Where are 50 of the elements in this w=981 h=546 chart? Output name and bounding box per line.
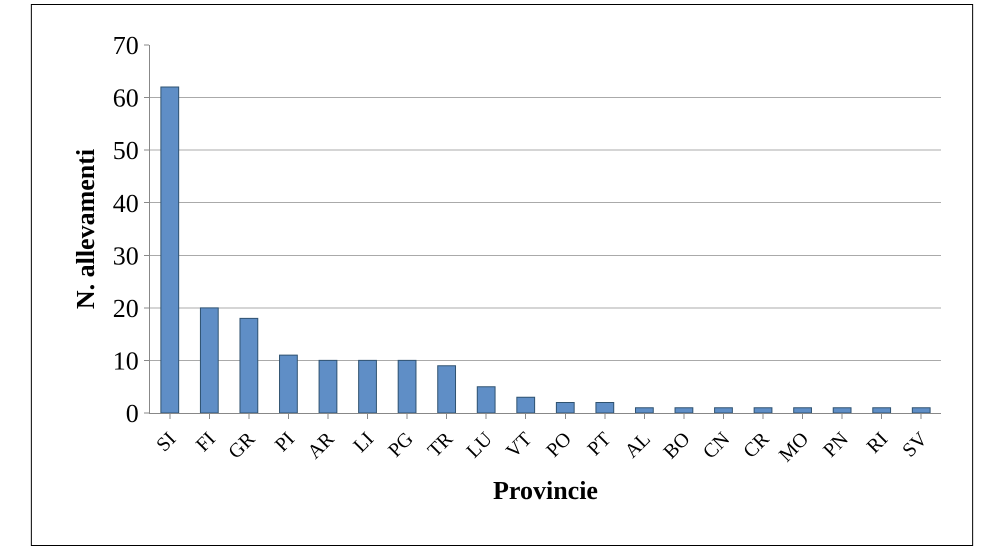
- bar: [516, 396, 536, 413]
- x-tick-label: FI: [192, 428, 220, 456]
- bar: [912, 407, 931, 413]
- bar: [398, 360, 416, 413]
- bar: [556, 402, 575, 413]
- y-tick-label: 40: [112, 188, 139, 218]
- y-tick-label: 70: [112, 31, 139, 60]
- bar: [279, 354, 298, 413]
- x-tick-label: RI: [862, 428, 892, 458]
- y-tick-label: 0: [126, 399, 139, 428]
- x-tick-label: MO: [774, 428, 814, 466]
- y-axis-title: N. allevamenti: [71, 148, 100, 310]
- x-tick-label: CN: [698, 428, 734, 464]
- bar: [358, 360, 377, 413]
- x-tick-label: PT: [583, 428, 616, 460]
- bar: [595, 402, 614, 413]
- x-tick-label: LU: [462, 428, 498, 462]
- x-tick-label: SV: [898, 428, 932, 462]
- x-tick-label: PI: [270, 428, 300, 456]
- x-tick-label: TR: [424, 428, 458, 462]
- x-tick-label: AR: [303, 428, 340, 464]
- x-tick-label: PN: [819, 428, 853, 462]
- y-tick-label: 60: [112, 84, 139, 113]
- x-axis-title: Provincie: [493, 476, 598, 506]
- bar: [437, 365, 456, 413]
- x-tick-label: AL: [620, 428, 655, 462]
- bar: [239, 318, 258, 413]
- bar: [200, 307, 219, 413]
- bar: [634, 407, 654, 413]
- y-tick-label: 50: [112, 136, 139, 166]
- x-tick-label: SI: [152, 428, 180, 456]
- y-tick-label: 10: [112, 346, 139, 376]
- x-tick-label: PG: [384, 428, 418, 462]
- bar: [754, 407, 772, 413]
- x-tick-label: CR: [739, 428, 774, 462]
- y-tick-label: 20: [112, 294, 139, 323]
- bar: [674, 407, 694, 413]
- bar: [714, 407, 733, 413]
- x-tick-label: PO: [542, 428, 576, 462]
- x-tick-label: GR: [224, 428, 260, 464]
- x-tick-label: VT: [502, 428, 536, 462]
- bar: [160, 86, 180, 413]
- bar: [793, 407, 812, 413]
- x-tick-label: LI: [349, 428, 378, 457]
- bar: [476, 386, 496, 413]
- bar: [872, 407, 892, 413]
- bar: [318, 360, 338, 413]
- bar: [832, 407, 852, 413]
- y-tick-label: 30: [112, 241, 139, 270]
- x-tick-label: BO: [659, 428, 695, 464]
